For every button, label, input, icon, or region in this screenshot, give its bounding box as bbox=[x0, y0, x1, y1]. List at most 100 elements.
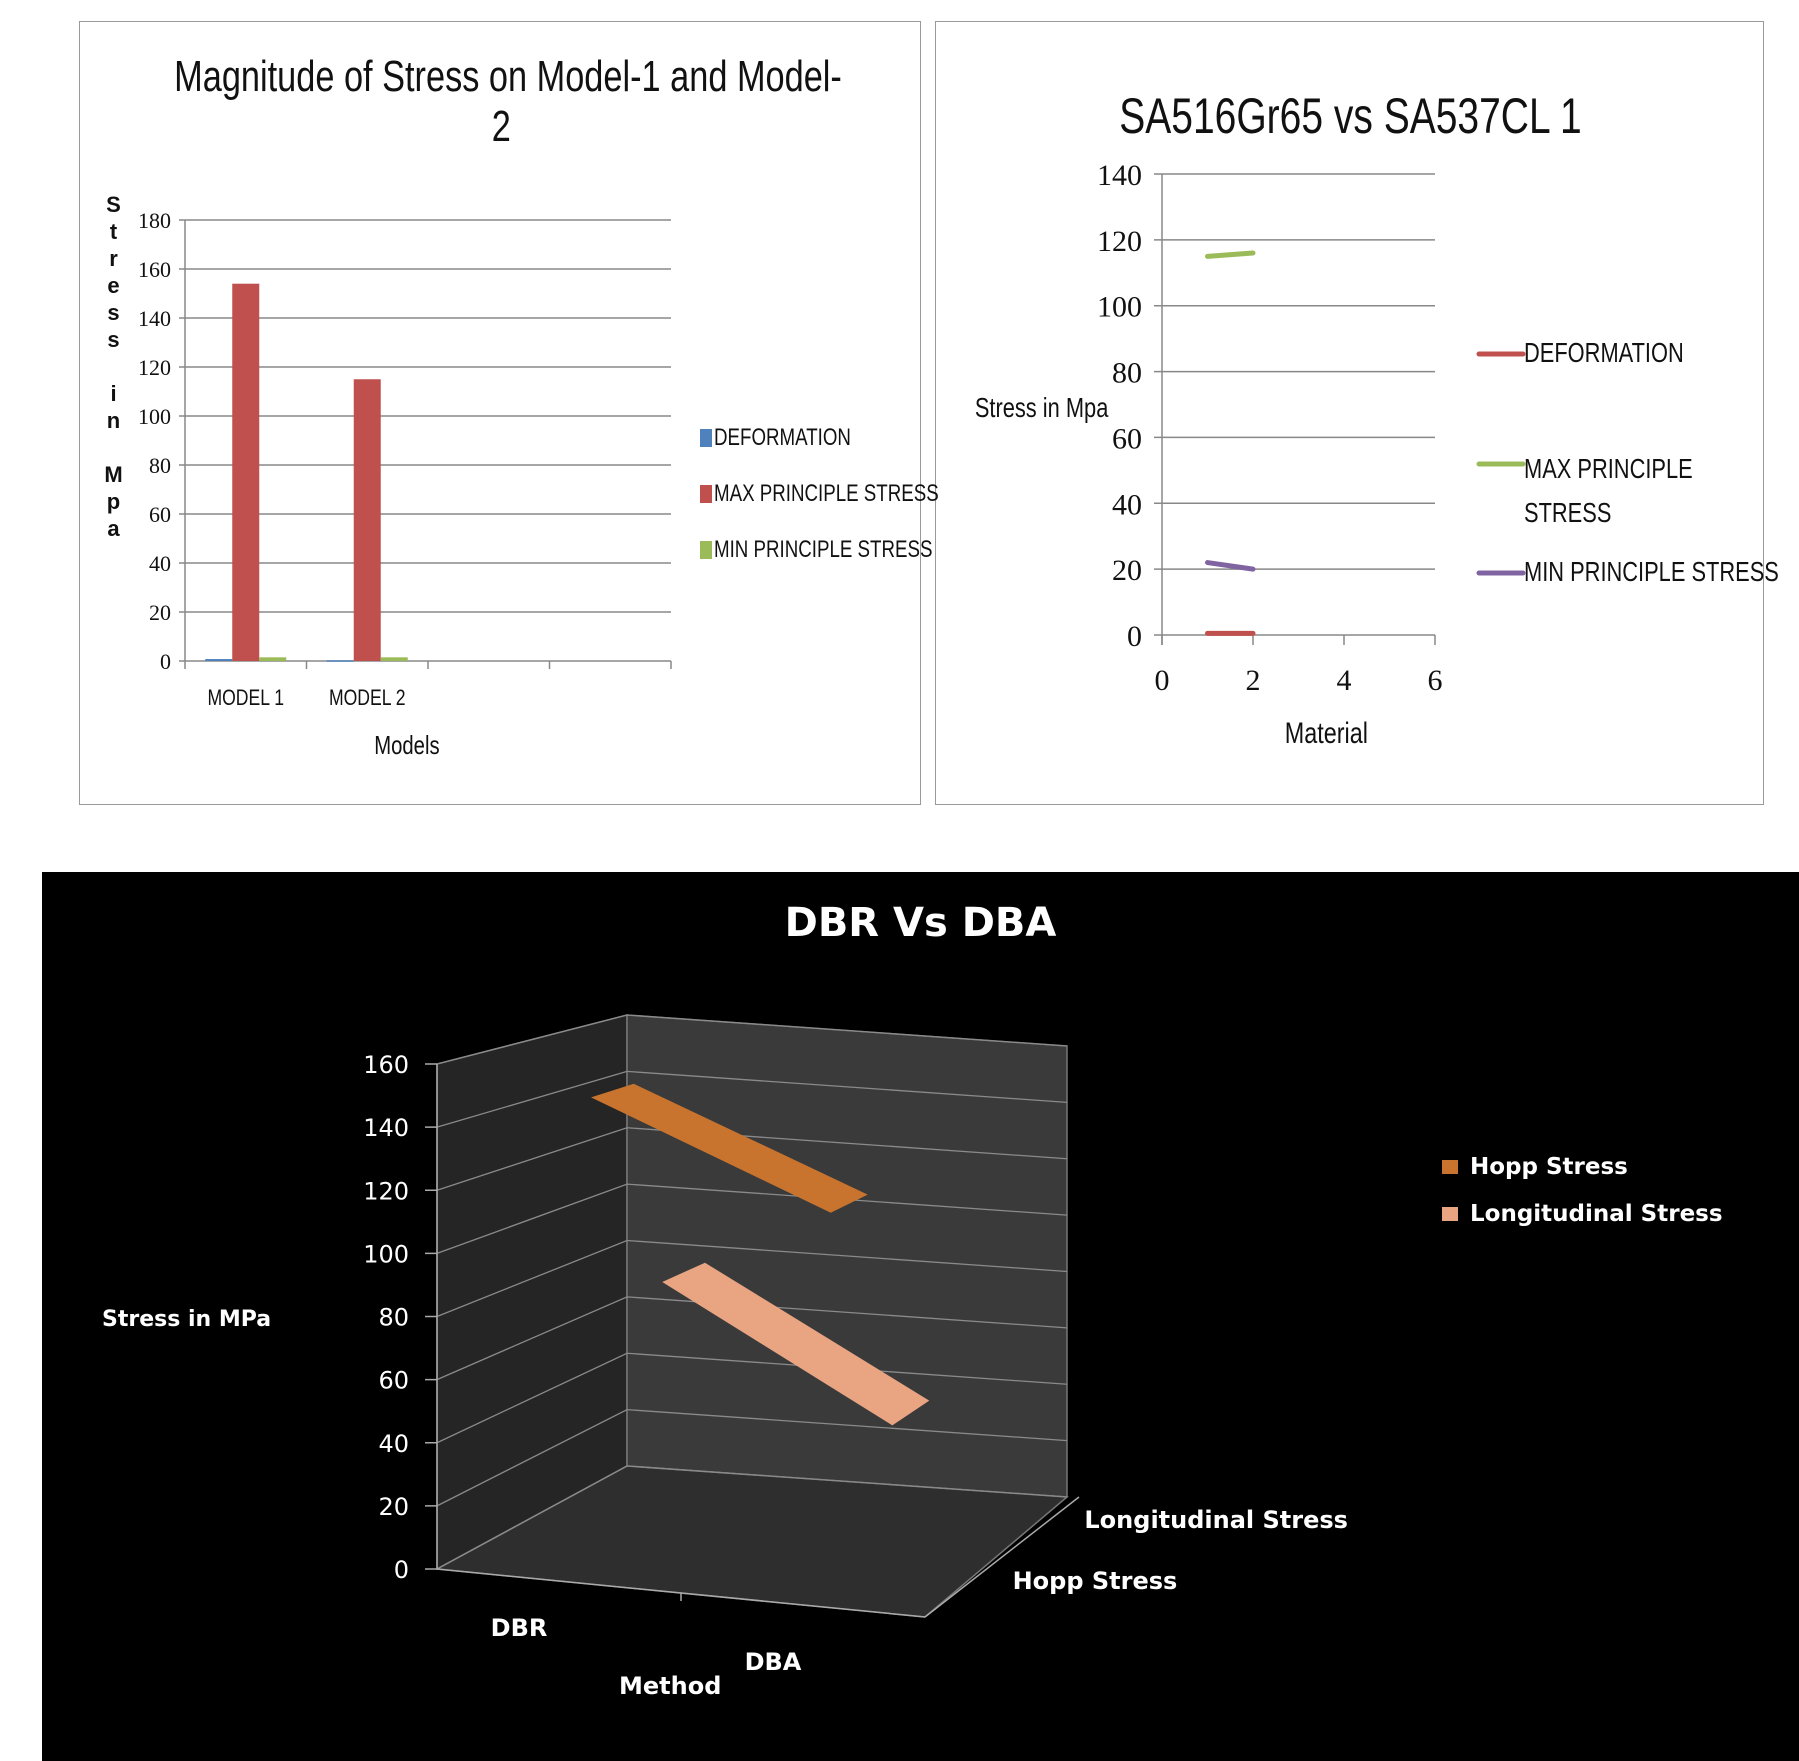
y-axis-label: Stress in MPa bbox=[102, 1307, 272, 1332]
gridline bbox=[436, 1408, 1068, 1507]
y-tick-label: 20 bbox=[378, 1493, 409, 1521]
gridline bbox=[436, 1070, 1068, 1128]
legend-swatch bbox=[1442, 1207, 1458, 1221]
legend-item: MIN PRINCIPLE STRESS bbox=[1524, 556, 1799, 588]
y-tick-label: 100 bbox=[138, 404, 171, 429]
legend-item: Longitudinal Stress bbox=[1442, 1201, 1723, 1227]
line-max-principle-stress bbox=[1205, 250, 1256, 259]
plot-area: 0 20 40 60 80 100 120 140 0 2 4 6 bbox=[1097, 159, 1526, 697]
y-tick-label: 160 bbox=[363, 1051, 409, 1079]
y-tick-label: 140 bbox=[138, 306, 171, 331]
plot-area: 0 20 40 60 80 100 120 140 160 DBR DBA Hopp Stress Lo… bbox=[363, 1014, 1348, 1676]
legend-label: DEFORMATION bbox=[1524, 337, 1684, 368]
legend-item: MAX PRINCIPLE STRESS bbox=[1524, 447, 1740, 535]
x-axis-label: Material bbox=[1256, 717, 1396, 751]
y-tick-label: 60 bbox=[1112, 422, 1142, 455]
y-tick-label: 120 bbox=[138, 355, 171, 380]
chart-dbr-vs-dba: 0 20 40 60 80 100 120 140 160 DBR DBA Hopp Stress Lo… bbox=[42, 872, 1799, 1761]
y-tick-label: 140 bbox=[1097, 159, 1142, 192]
legend-label: Longitudinal Stress bbox=[1470, 1201, 1723, 1227]
y-tick-label: 60 bbox=[149, 502, 171, 527]
x-tick-label: 2 bbox=[1246, 664, 1261, 697]
gridline bbox=[436, 1127, 1068, 1191]
legend-swatch bbox=[700, 541, 712, 559]
gridline bbox=[436, 1465, 1068, 1570]
y-tick-label: 80 bbox=[149, 453, 171, 478]
bar-deformation bbox=[326, 660, 354, 662]
legend-label: MIN PRINCIPLE STRESS bbox=[1524, 556, 1779, 587]
depth-axis bbox=[924, 1496, 1080, 1618]
legend-label: DEFORMATION bbox=[714, 424, 851, 451]
y-tick-label: 80 bbox=[378, 1304, 409, 1332]
ribbon-hopp-stress bbox=[591, 1083, 868, 1213]
x-tick-label: DBR bbox=[491, 1614, 548, 1642]
x-tick-label: MODEL 2 bbox=[329, 686, 406, 710]
x-tick-label: MODEL 1 bbox=[207, 686, 284, 710]
chart-material-comparison: 0 20 40 60 80 100 120 140 0 2 4 6 SA516Gr65 vs SA53… bbox=[935, 21, 1779, 805]
chart-title-text: SA516Gr65 vs SA537CL 1 bbox=[1119, 88, 1582, 144]
bar-max-principle-stress bbox=[353, 379, 381, 661]
x-tick-label: DBA bbox=[745, 1648, 802, 1676]
legend-item: DEFORMATION bbox=[700, 424, 890, 452]
legend-swatch bbox=[1442, 1160, 1458, 1174]
y-tick-label: 120 bbox=[1097, 225, 1142, 258]
y-tick-label: 40 bbox=[149, 551, 171, 576]
x-axis-label: Method bbox=[619, 1672, 722, 1700]
legend-swatch bbox=[700, 429, 712, 447]
legend-label: MIN PRINCIPLE STRESS bbox=[714, 536, 933, 563]
plot-area: 0 20 40 60 80 100 120 140 160 180 MODEL 1 MODEL 2 bbox=[138, 208, 672, 711]
y-tick-label: 160 bbox=[138, 257, 171, 282]
legend-item: DEFORMATION bbox=[1524, 337, 1729, 369]
bar-max-principle-stress bbox=[232, 283, 260, 661]
y-tick-label: 140 bbox=[363, 1114, 409, 1142]
bar-min-principle-stress bbox=[380, 657, 408, 661]
y-tick-label: 60 bbox=[378, 1367, 409, 1395]
line-min-principle-stress bbox=[1205, 560, 1256, 572]
gridline bbox=[436, 1352, 1068, 1444]
y-tick-label: 20 bbox=[1112, 554, 1142, 587]
chart-stress-models: 0 20 40 60 80 100 120 140 160 180 MODEL 1 MODEL 2 M… bbox=[79, 21, 939, 805]
y-tick-label: 120 bbox=[363, 1177, 409, 1205]
gridline bbox=[436, 1014, 1068, 1065]
legend-item: MIN PRINCIPLE STRESS bbox=[700, 536, 994, 564]
chart-title: SA516Gr65 vs SA537CL 1 bbox=[936, 87, 1765, 145]
x-tick-label: 0 bbox=[1155, 664, 1170, 697]
y-axis-label: Stress in Mpa bbox=[956, 392, 1109, 424]
gridline bbox=[436, 1183, 1068, 1254]
legend-label: Hopp Stress bbox=[1470, 1154, 1628, 1180]
legend-label: MAX PRINCIPLE STRESS bbox=[714, 480, 939, 507]
chart-title-line2: 2 bbox=[491, 102, 511, 151]
y-tick-label: 0 bbox=[1127, 620, 1142, 653]
y-tick-label: 40 bbox=[378, 1430, 409, 1458]
x-axis-label: Models bbox=[365, 730, 449, 761]
gridline bbox=[436, 1239, 1068, 1318]
gridline bbox=[436, 1296, 1068, 1381]
bar-min-principle-stress bbox=[259, 657, 287, 661]
y-tick-label: 0 bbox=[160, 649, 171, 674]
x-tick-label: 6 bbox=[1428, 664, 1443, 697]
y-tick-label: 100 bbox=[363, 1240, 409, 1268]
y-axis-label: Stress in Mpa bbox=[101, 192, 126, 543]
legend-item: Hopp Stress bbox=[1442, 1154, 1628, 1180]
legend-label: STRESS bbox=[1524, 497, 1612, 528]
y-tick-label: 40 bbox=[1112, 488, 1142, 521]
chart-title: DBR Vs DBA bbox=[784, 900, 1057, 946]
legend-label: MAX PRINCIPLE bbox=[1524, 453, 1693, 484]
x-tick-label: 4 bbox=[1337, 664, 1352, 697]
x-axis-label-text: Models bbox=[374, 730, 440, 760]
depth-tick-label: Longitudinal Stress bbox=[1084, 1506, 1348, 1534]
depth-tick-label: Hopp Stress bbox=[1013, 1567, 1178, 1595]
y-tick-label: 0 bbox=[394, 1556, 409, 1584]
y-axis-label-text: Stress in Mpa bbox=[974, 392, 1109, 423]
bar-deformation bbox=[205, 659, 233, 661]
y-tick-label: 100 bbox=[1097, 291, 1142, 324]
ribbon-longitudinal-stress bbox=[662, 1262, 930, 1426]
legend-swatch bbox=[700, 485, 712, 503]
y-tick-label: 80 bbox=[1112, 357, 1142, 390]
y-tick-label: 180 bbox=[138, 208, 171, 233]
chart-title-line1: Magnitude of Stress on Model-1 and Model… bbox=[174, 52, 842, 101]
x-axis-label-text: Material bbox=[1284, 717, 1368, 750]
legend-item: MAX PRINCIPLE STRESS bbox=[700, 480, 1002, 508]
chart-title: Magnitude of Stress on Model-1 and Model… bbox=[80, 52, 922, 152]
y-tick-label: 20 bbox=[149, 600, 171, 625]
